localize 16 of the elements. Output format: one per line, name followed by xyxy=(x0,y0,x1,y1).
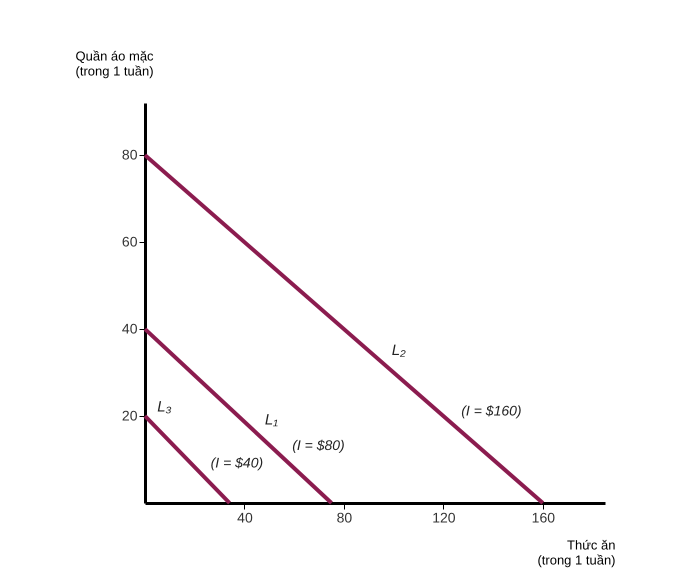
annotation: (I = $40) xyxy=(210,454,264,471)
series-label: L₃ xyxy=(157,398,172,416)
x-axis-title: Thức ăn (trong 1 tuần) xyxy=(537,538,616,568)
series-label: L₁ xyxy=(264,411,278,428)
annotation: (I = $80) xyxy=(292,437,345,454)
series-label: L₂ xyxy=(392,342,406,359)
y-tick-label: 60 xyxy=(122,234,138,250)
x-tick-label: 120 xyxy=(432,510,456,526)
annotation: (I = $160) xyxy=(461,402,522,418)
y-tick-label: 80 xyxy=(122,146,138,163)
y-tick-label: 20 xyxy=(122,408,138,424)
x-tick-label: 40 xyxy=(237,510,253,526)
x-tick-label: 160 xyxy=(532,510,556,526)
y-tick-label: 40 xyxy=(122,320,138,337)
y-axis-title: Quần áo mặc (trong 1 tuần) xyxy=(76,48,154,78)
x-tick-label: 80 xyxy=(336,510,352,526)
